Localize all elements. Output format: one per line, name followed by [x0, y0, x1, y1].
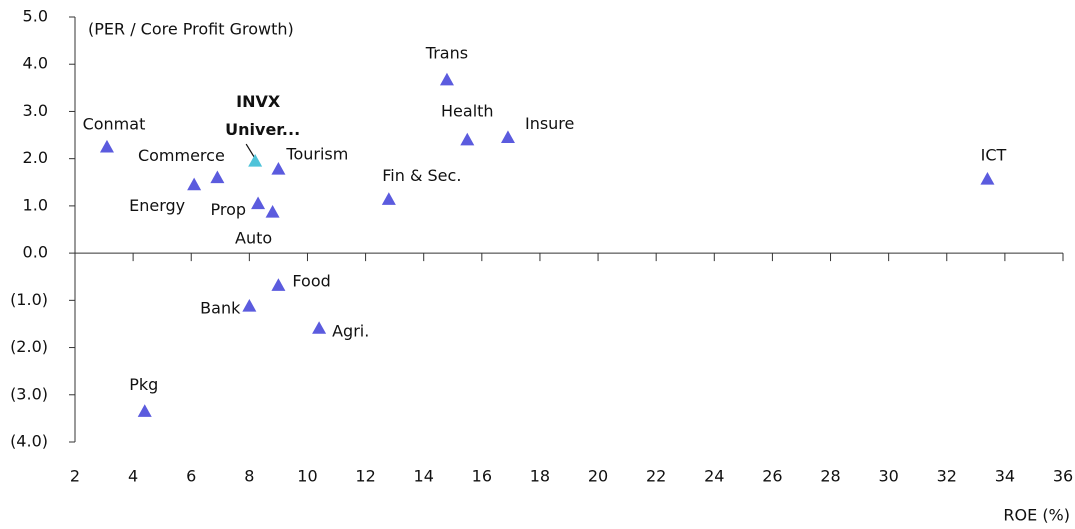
point — [137, 404, 152, 417]
point-label: ICT — [981, 145, 1007, 164]
point-label: Tourism — [285, 145, 348, 164]
point — [460, 132, 475, 146]
x-tick-label: 24 — [704, 467, 724, 486]
point — [500, 130, 515, 144]
leader-line — [245, 143, 255, 158]
x-tick-label: 36 — [1053, 467, 1073, 486]
x-tick-label: 32 — [937, 467, 957, 486]
point-label: Pkg — [129, 375, 158, 394]
x-tick-label: 16 — [472, 467, 492, 486]
point-label: Insure — [525, 114, 574, 133]
x-tick-label: 30 — [878, 467, 898, 486]
point — [242, 299, 257, 312]
point-label: Auto — [235, 229, 272, 248]
point-label: Energy — [129, 196, 185, 215]
y-tick-label: (4.0) — [10, 432, 48, 451]
x-tick-label: 14 — [414, 467, 434, 486]
x-tick-label: 4 — [128, 467, 138, 486]
point-label: Food — [292, 272, 330, 291]
y-tick-label: (3.0) — [10, 384, 48, 403]
point-label: Bank — [200, 299, 241, 318]
y-tick-label: (1.0) — [10, 290, 48, 309]
point-label: Conmat — [83, 114, 146, 133]
y-tick-label: 1.0 — [23, 195, 48, 214]
point-label: Health — [441, 101, 494, 120]
point-label-box: INVX Univer... — [225, 92, 301, 140]
point — [980, 171, 995, 185]
point — [271, 278, 286, 291]
point-label: Trans — [425, 43, 468, 62]
y-tick-label: 0.0 — [23, 243, 48, 262]
x-tick-label: 18 — [530, 467, 550, 486]
x-tick-label: 34 — [995, 467, 1015, 486]
point-label: Agri. — [332, 322, 369, 341]
y-axis-label: (PER / Core Profit Growth) — [88, 20, 294, 39]
point — [439, 72, 454, 86]
y-tick-label: 5.0 — [23, 7, 48, 26]
point — [271, 162, 286, 175]
x-tick-label: 6 — [186, 467, 196, 486]
x-tick-label: 8 — [244, 467, 254, 486]
point — [251, 196, 266, 210]
x-tick-label: 26 — [762, 467, 782, 486]
point-label: Fin & Sec. — [382, 166, 461, 185]
x-tick-label: 20 — [588, 467, 608, 486]
point-label: Commerce — [138, 146, 225, 165]
x-tick-label: 22 — [646, 467, 666, 486]
y-tick-label: 3.0 — [23, 101, 48, 120]
x-tick-label: 2 — [70, 467, 80, 486]
point — [381, 192, 396, 205]
x-tick-label: 12 — [355, 467, 375, 486]
point — [248, 154, 263, 167]
y-tick-label: 4.0 — [23, 54, 48, 73]
point-label: INVX Univer... — [225, 92, 301, 140]
x-tick-label: 28 — [820, 467, 840, 486]
x-axis-label: ROE (%) — [1003, 506, 1070, 525]
point — [312, 321, 327, 334]
point — [187, 177, 202, 191]
point-label: Prop — [211, 200, 247, 219]
x-tick-label: 10 — [297, 467, 317, 486]
point — [99, 139, 114, 153]
y-tick-label: (2.0) — [10, 337, 48, 356]
y-tick-label: 2.0 — [23, 148, 48, 167]
point — [210, 170, 225, 184]
point — [265, 205, 280, 218]
